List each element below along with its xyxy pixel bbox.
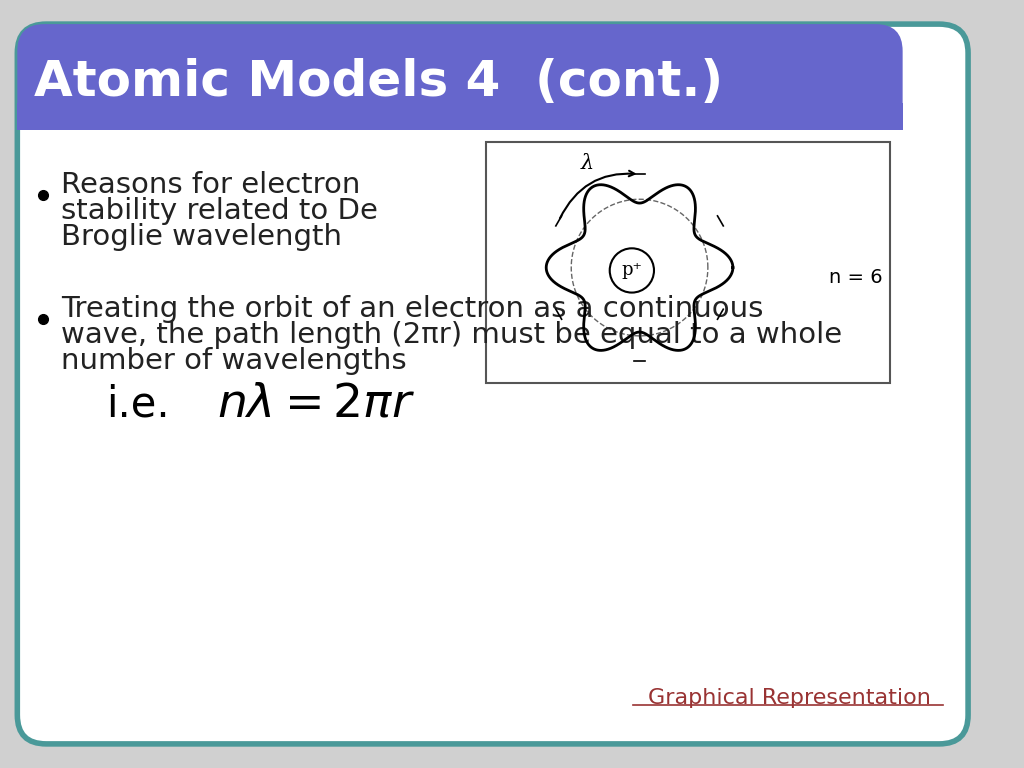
Text: λ: λ [581, 154, 594, 173]
Text: n = 6: n = 6 [828, 268, 883, 286]
Bar [486, 142, 890, 383]
Text: Treating the orbit of an electron as a continuous: Treating the orbit of an electron as a c… [60, 295, 763, 323]
FancyBboxPatch shape [17, 24, 968, 744]
Text: Atomic Models 4  (cont.): Atomic Models 4 (cont.) [34, 58, 723, 106]
Bar [17, 103, 902, 130]
Text: Reasons for electron: Reasons for electron [60, 170, 360, 199]
Text: Graphical Representation: Graphical Representation [647, 687, 931, 708]
Text: p⁺: p⁺ [622, 261, 642, 280]
Text: $n\lambda = 2\pi r$: $n\lambda = 2\pi r$ [216, 382, 415, 427]
FancyBboxPatch shape [17, 24, 902, 130]
Text: Broglie wavelength: Broglie wavelength [60, 223, 342, 251]
Text: wave, the path length (2πr) must be equal to a whole: wave, the path length (2πr) must be equa… [60, 321, 842, 349]
Text: stability related to De: stability related to De [60, 197, 378, 225]
Text: number of wavelengths: number of wavelengths [60, 347, 407, 375]
Text: i.e.: i.e. [105, 383, 170, 425]
